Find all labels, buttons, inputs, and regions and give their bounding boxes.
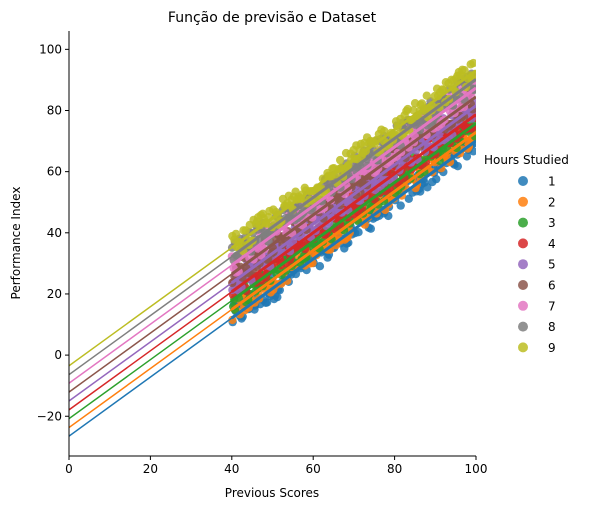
legend-item-7: 7: [518, 299, 556, 313]
x-tick-label: 80: [387, 462, 402, 476]
regression-line-thick-5: [230, 104, 476, 285]
x-tick-label: 20: [143, 462, 158, 476]
x-tick-label: 60: [306, 462, 321, 476]
scatter-point: [354, 228, 363, 237]
scatter-point: [380, 126, 389, 136]
scatter-point: [422, 91, 431, 100]
y-tick-label: 80: [47, 103, 62, 117]
legend-item-9: 9: [518, 341, 556, 355]
legend-item-5: 5: [518, 258, 556, 272]
regression-line-thick-9: [230, 69, 476, 249]
scatter-point: [460, 66, 469, 75]
scatter-point: [336, 155, 345, 165]
scatter-point: [453, 162, 462, 171]
legend-marker: [518, 217, 528, 228]
legend-label: 8: [548, 320, 556, 334]
legend-label: 2: [548, 195, 556, 209]
legend-label: 1: [548, 175, 556, 189]
legend-marker: [518, 259, 528, 270]
legend-label: 3: [548, 216, 556, 230]
regression-line-thick-4: [230, 113, 476, 293]
x-tick-label: 0: [65, 462, 73, 476]
legend-marker: [518, 176, 528, 186]
legend-label: 9: [548, 341, 556, 355]
y-ticks: −20 0 20 40 60 80 100: [37, 42, 69, 423]
legend-marker: [518, 321, 528, 332]
y-tick-label: 60: [47, 165, 62, 179]
legend-item-1: 1: [518, 175, 556, 189]
legend-item-8: 8: [518, 320, 556, 334]
regression-line-thick-3: [230, 122, 476, 302]
scatter-point: [366, 224, 375, 233]
legend-marker: [518, 280, 528, 290]
x-tick-label: 40: [224, 462, 239, 476]
chart-title: Função de previsão e Dataset: [168, 10, 377, 26]
legend-label: 7: [548, 299, 556, 313]
scatter-point: [432, 174, 441, 184]
regression-line-thick-1: [230, 139, 476, 320]
scatter-point: [396, 201, 405, 210]
y-tick-label: 20: [47, 287, 62, 301]
legend-item-2: 2: [518, 195, 556, 209]
regression-line-thick-6: [230, 95, 476, 276]
y-tick-label: 0: [54, 348, 62, 362]
scatter-point: [404, 194, 413, 203]
scatter-point: [231, 229, 241, 239]
scatter-point: [469, 58, 476, 68]
y-tick-label: 100: [39, 42, 62, 56]
regression-line-thick-7: [230, 86, 476, 267]
legend-label: 6: [548, 279, 556, 293]
scatter-point: [462, 152, 472, 161]
scatter-point: [423, 183, 432, 192]
legend-marker: [518, 300, 528, 311]
x-tick-label: 100: [465, 462, 488, 476]
legend-title: Hours Studied: [484, 153, 569, 167]
legend-item-6: 6: [518, 279, 556, 293]
regression-lines: [69, 69, 476, 437]
legend-item-3: 3: [518, 216, 556, 230]
x-axis-label: Previous Scores: [225, 486, 319, 500]
y-tick-label: 40: [47, 226, 62, 240]
regression-line-thick-2: [230, 131, 476, 311]
regression-line-thick-8: [230, 78, 476, 258]
legend: Hours Studied 1 2 3 4 5 6 7 8 9: [484, 153, 569, 355]
scatter-point: [273, 292, 282, 302]
legend-marker: [518, 196, 528, 207]
legend-marker: [518, 342, 528, 353]
legend-label: 5: [548, 258, 556, 272]
scatter-point: [262, 298, 272, 307]
y-tick-label: −20: [37, 409, 62, 423]
x-ticks: 0 20 40 60 80 100: [65, 456, 487, 476]
y-axis-label: Performance Index: [9, 187, 23, 300]
legend-label: 4: [548, 237, 556, 251]
legend-item-4: 4: [518, 237, 556, 251]
legend-marker: [518, 238, 528, 249]
scatter-point: [315, 262, 325, 271]
